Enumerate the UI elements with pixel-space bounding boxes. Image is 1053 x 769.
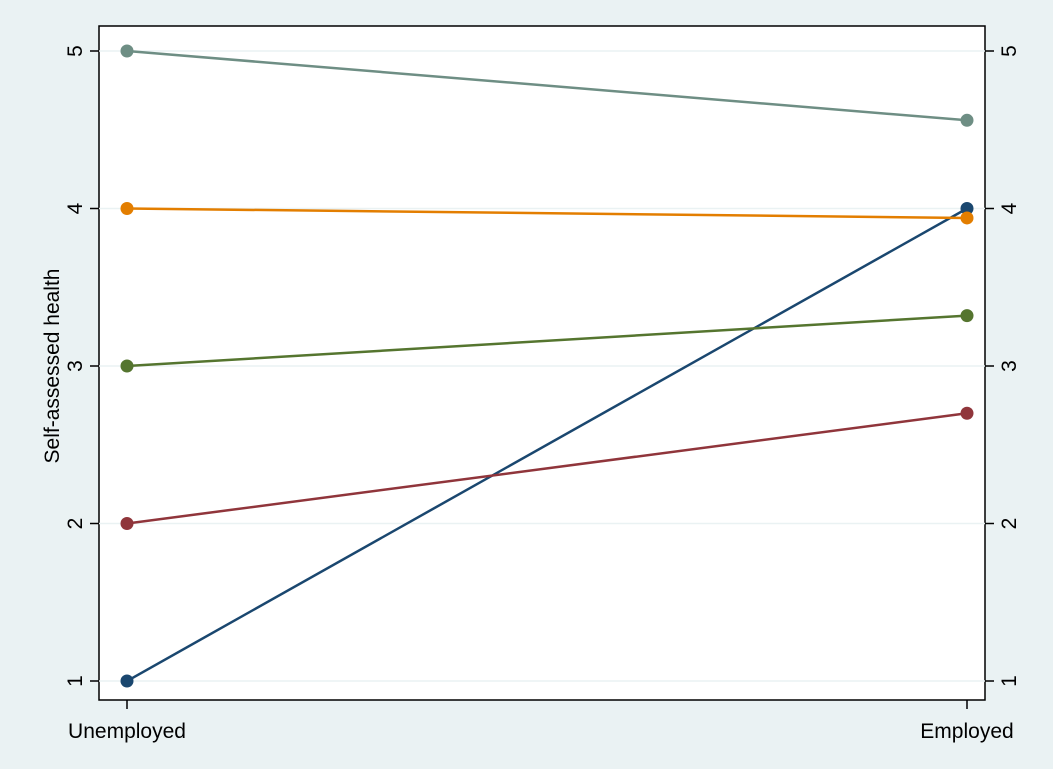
y-tick-label-left: 3 bbox=[64, 360, 87, 372]
data-point bbox=[120, 517, 134, 530]
series-line bbox=[126, 412, 968, 525]
series-5 bbox=[120, 44, 974, 127]
y-tick-label-right: 2 bbox=[998, 518, 1021, 530]
y-tick-label-left: 5 bbox=[64, 45, 87, 57]
series-line bbox=[126, 207, 968, 683]
y-tick-label-left: 2 bbox=[64, 518, 87, 530]
data-point bbox=[120, 44, 134, 58]
x-tick-label: Unemployed bbox=[68, 720, 186, 743]
data-point bbox=[960, 113, 974, 127]
axes: 1 1 2 2 3 3 4 4 5 5 Unemployed Employed bbox=[64, 45, 1021, 743]
series-line bbox=[126, 207, 968, 220]
series-3 bbox=[120, 309, 974, 373]
data-point bbox=[120, 202, 134, 215]
series-2 bbox=[120, 406, 974, 530]
plot-area bbox=[98, 25, 986, 701]
x-tick-label: Employed bbox=[920, 720, 1013, 743]
series-1 bbox=[120, 202, 974, 688]
series-line bbox=[126, 49, 968, 122]
data-point bbox=[960, 202, 974, 215]
y-tick-label-left: 4 bbox=[64, 202, 87, 214]
y-tick-label-right: 3 bbox=[998, 360, 1021, 372]
data-point bbox=[960, 406, 974, 420]
data-point bbox=[120, 359, 134, 373]
y-tick-label-right: 4 bbox=[998, 202, 1021, 214]
series-group bbox=[120, 44, 974, 688]
y-tick-label-left: 1 bbox=[64, 675, 87, 687]
gridlines bbox=[99, 50, 985, 682]
y-tick-label-right: 5 bbox=[998, 45, 1021, 57]
data-point bbox=[960, 309, 974, 323]
y-tick-label-right: 1 bbox=[998, 675, 1021, 687]
series-4 bbox=[120, 202, 974, 225]
data-point bbox=[960, 211, 974, 225]
series-line bbox=[126, 314, 968, 368]
data-point bbox=[120, 674, 134, 688]
y-axis-title: Self-assessed health bbox=[41, 269, 64, 464]
